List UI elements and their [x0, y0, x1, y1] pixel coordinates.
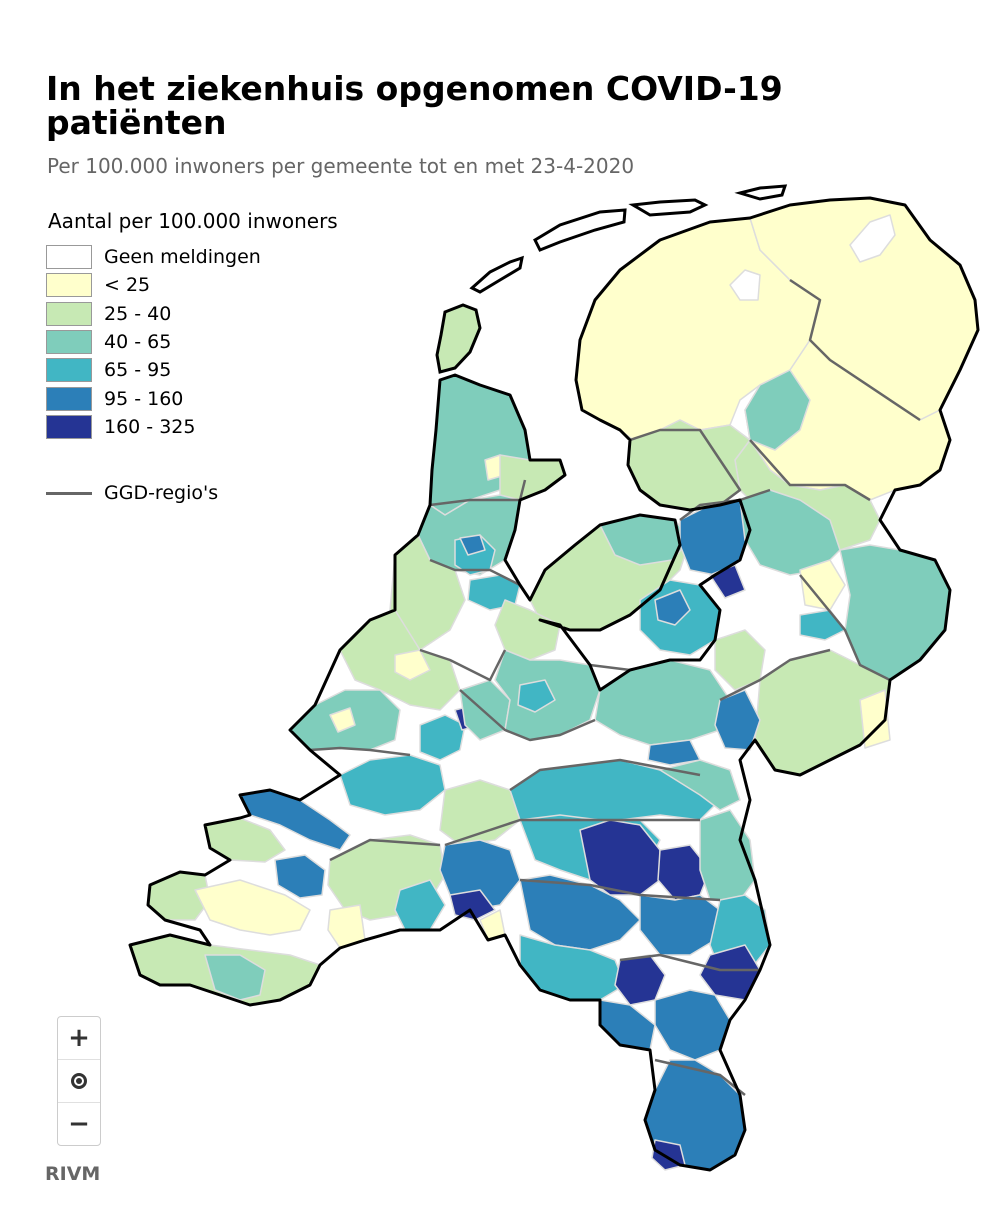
region-tholen[interactable] — [274, 854, 326, 899]
legend-swatch — [46, 386, 92, 411]
legend-item-160-325: 160 - 325 — [46, 413, 406, 441]
legend-label: 95 - 160 — [104, 387, 184, 410]
region-rotterdam[interactable] — [339, 754, 446, 816]
region-leiden-yellow[interactable] — [394, 649, 431, 681]
legend-label: 25 - 40 — [104, 302, 172, 325]
island-outline-ameland — [628, 198, 709, 217]
region-island-terschelling[interactable] — [534, 209, 626, 251]
legend-swatch — [46, 245, 92, 270]
legend-item-ggd-regio: GGD-regio's — [46, 481, 406, 505]
legend-label: < 25 — [104, 274, 151, 297]
region-gelderland-mid[interactable] — [594, 659, 731, 746]
region-helmond[interactable] — [639, 894, 721, 956]
legend-label: Geen meldingen — [104, 246, 261, 269]
reset-view-button[interactable] — [58, 1060, 100, 1103]
netherlands-outline — [128, 196, 980, 1172]
region-drenthe-east[interactable] — [744, 369, 811, 451]
region-zeeuws-vlaanderen-mid[interactable] — [204, 954, 266, 1001]
legend-swatch — [46, 301, 92, 326]
source-credit: RIVM — [45, 1163, 101, 1185]
legend-swatch — [46, 273, 92, 298]
legend-label: 160 - 325 — [104, 415, 196, 438]
region-gelderland-zuid-dark[interactable] — [647, 739, 701, 766]
region-tilburg-dark[interactable] — [449, 889, 496, 921]
region-midden-limburg[interactable] — [599, 999, 656, 1051]
map-title: In het ziekenhuis opgenomen COVID-19 pat… — [46, 69, 783, 142]
island-outline-schiermonnikoog — [734, 184, 788, 201]
zoom-out-button[interactable]: − — [68, 1109, 90, 1139]
legend-line-swatch — [46, 491, 92, 495]
legend-title: Aantal per 100.000 inwoners — [48, 209, 338, 233]
region-twente-yellow[interactable] — [799, 559, 846, 611]
legend-label: 40 - 65 — [104, 331, 172, 354]
region-alphen[interactable] — [419, 714, 466, 761]
region-friesland-white[interactable] — [729, 269, 761, 301]
legend-label: GGD-regio's — [104, 482, 219, 505]
region-achterhoek-yellow[interactable] — [859, 689, 891, 749]
legend-item-lt25: < 25 — [46, 271, 406, 299]
region-weert-dark[interactable] — [614, 954, 666, 1006]
legend-item-40-65: 40 - 65 — [46, 328, 406, 356]
ggd-region-borders — [309, 278, 921, 1096]
island-outline-terschelling — [533, 208, 627, 252]
region-west-friesland[interactable] — [499, 454, 566, 501]
region-den-haag-yellow[interactable] — [329, 707, 356, 733]
legend-item-geen: Geen meldingen — [46, 243, 406, 271]
region-gooi[interactable] — [494, 599, 561, 661]
region-zaanstad-dark[interactable] — [459, 534, 486, 556]
legend-swatch — [46, 330, 92, 355]
region-schouwen[interactable] — [204, 817, 286, 863]
zoom-in-button[interactable]: + — [58, 1017, 100, 1060]
legend-item-95-160: 95 - 160 — [46, 384, 406, 412]
region-utrecht-city[interactable] — [517, 679, 556, 713]
region-veluwe-2[interactable] — [654, 589, 691, 626]
legend-swatch — [46, 414, 92, 439]
legend: Aantal per 100.000 inwoners Geen melding… — [46, 207, 406, 505]
target-icon — [71, 1073, 87, 1089]
island-outline-texel — [435, 303, 482, 374]
island-outline-vlieland — [469, 255, 524, 294]
legend-swatch — [46, 358, 92, 383]
legend-item-65-95: 65 - 95 — [46, 356, 406, 384]
region-eindhoven[interactable] — [519, 874, 641, 951]
legend-label: 65 - 95 — [104, 359, 172, 382]
legend-item-25-40: 25 - 40 — [46, 300, 406, 328]
region-island-vlieland[interactable] — [471, 257, 523, 293]
region-twente-2[interactable] — [799, 609, 846, 641]
region-groningen-city[interactable] — [849, 214, 896, 263]
region-gelderland-ijssel[interactable] — [714, 689, 761, 751]
region-zuid-holland-zuid[interactable] — [439, 779, 521, 846]
region-midden-brabant[interactable] — [439, 839, 521, 911]
zoom-controls: + − — [57, 1016, 101, 1146]
region-bevelanden[interactable] — [194, 879, 311, 936]
map-subtitle: Per 100.000 inwoners per gemeente tot en… — [47, 154, 635, 178]
